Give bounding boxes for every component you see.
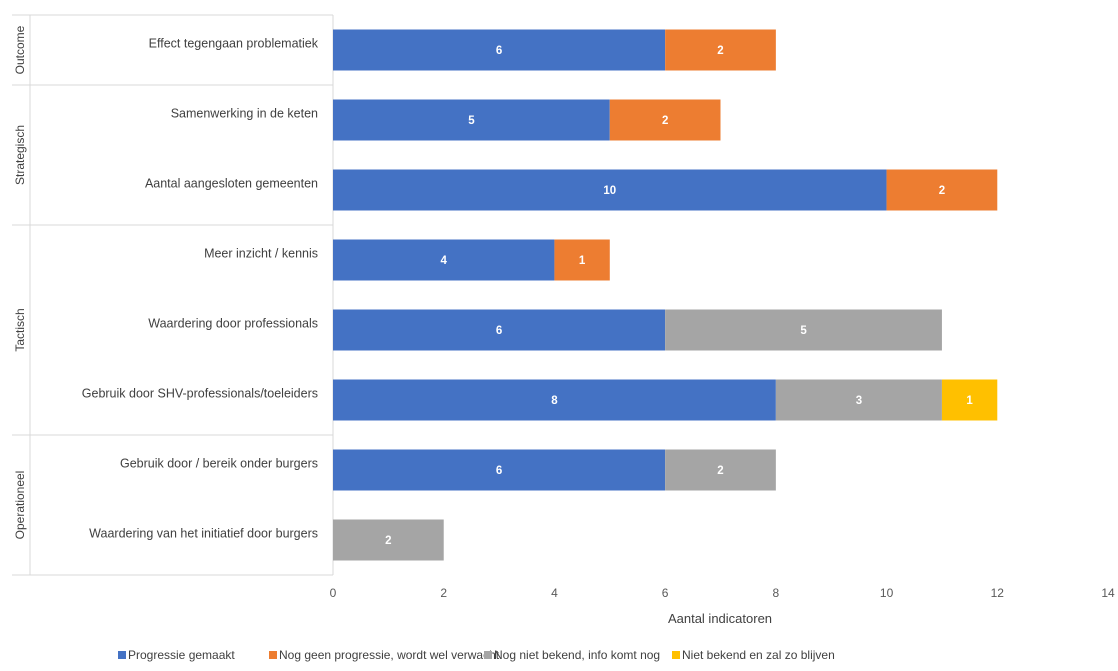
category-label: Samenwerking in de keten [171, 106, 318, 120]
data-label: 2 [717, 45, 723, 57]
legend-label: Nog geen progressie, wordt wel verwacht [279, 648, 500, 662]
data-label: 8 [551, 395, 558, 407]
bar-segment [665, 449, 776, 491]
category-label: Waardering van het initiatief door burge… [89, 526, 318, 540]
bar-segment [333, 169, 887, 211]
x-tick-label: 12 [991, 586, 1005, 600]
bar-segment [333, 379, 776, 421]
legend: Progressie gemaakt Nog geen progressie, w… [118, 648, 835, 662]
category-axis-frame [12, 14, 334, 576]
group-label: Strategisch [13, 125, 27, 185]
data-label: 6 [496, 45, 502, 57]
data-label: 6 [496, 465, 502, 477]
x-tick-label: 10 [880, 586, 894, 600]
bar-segment [554, 239, 610, 281]
bar-segment [333, 239, 555, 281]
x-tick-label: 0 [330, 586, 337, 600]
category-label: Gebruik door SHV-professionals/toeleider… [82, 386, 318, 400]
bar-segment [333, 519, 444, 561]
legend-swatch [672, 651, 680, 659]
data-label: 5 [468, 115, 475, 127]
legend-swatch [269, 651, 277, 659]
bar-segment [333, 29, 666, 71]
bar-segment [665, 309, 942, 351]
group-label: Operationeel [13, 471, 27, 540]
data-label: 2 [939, 185, 945, 197]
x-tick-label: 2 [440, 586, 447, 600]
data-label: 1 [966, 395, 973, 407]
x-tick-label: 8 [773, 586, 780, 600]
legend-swatch [118, 651, 126, 659]
bar-segment [333, 449, 666, 491]
data-label: 10 [603, 185, 616, 197]
x-tick-label: 14 [1101, 586, 1115, 600]
bar-segment [333, 99, 610, 141]
category-label: Aantal aangesloten gemeenten [145, 176, 318, 190]
x-tick-label: 4 [551, 586, 558, 600]
bar-segment [609, 99, 721, 141]
data-label: 6 [496, 325, 502, 337]
category-label: Waardering door professionals [148, 316, 318, 330]
group-label: Outcome [13, 25, 27, 74]
data-label: 2 [662, 115, 668, 127]
data-label: 2 [717, 465, 723, 477]
category-labels: Effect tegengaan problematiek Samenwerkin… [82, 36, 319, 540]
data-label: 3 [856, 395, 862, 407]
legend-label: Niet bekend en zal zo blijven [682, 648, 835, 662]
bars: 6 2 5 2 10 2 4 1 6 5 8 3 1 6 2 2 [333, 29, 998, 561]
x-axis-ticks: 0 2 4 6 8 10 12 14 [330, 586, 1115, 600]
legend-label: Nog niet bekend, info komt nog [494, 648, 660, 662]
x-tick-label: 6 [662, 586, 669, 600]
data-label: 1 [579, 255, 586, 267]
bar-segment [333, 309, 666, 351]
data-label: 5 [800, 325, 807, 337]
bar-segment [941, 379, 998, 421]
group-label: Tactisch [13, 308, 27, 351]
category-label: Effect tegengaan problematiek [149, 36, 319, 50]
x-axis-title: Aantal indicatoren [668, 611, 772, 626]
bar-segment [775, 379, 942, 421]
bar-segment [886, 169, 998, 211]
bar-segment [665, 29, 776, 71]
group-labels: Outcome Strategisch Tactisch Operationeel [13, 25, 27, 539]
data-label: 4 [441, 255, 448, 267]
category-label: Meer inzicht / kennis [204, 246, 318, 260]
legend-label: Progressie gemaakt [128, 648, 235, 662]
legend-swatch [484, 651, 492, 659]
category-label: Gebruik door / bereik onder burgers [120, 456, 318, 470]
data-label: 2 [385, 535, 391, 547]
